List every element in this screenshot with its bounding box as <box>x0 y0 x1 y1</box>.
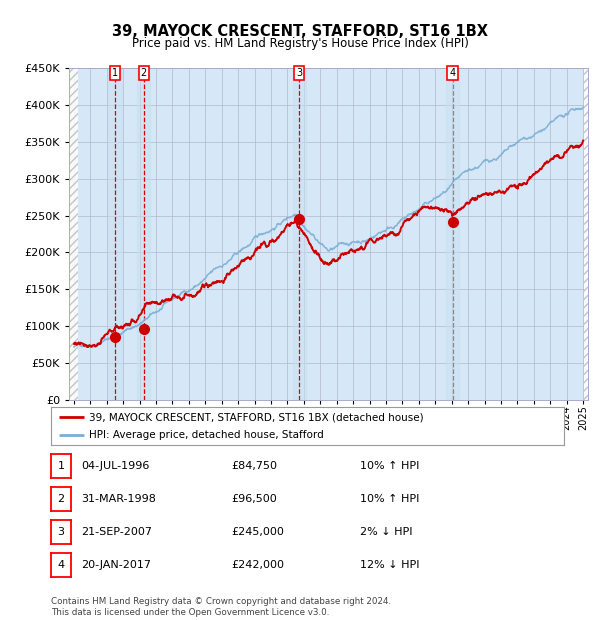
Text: 12% ↓ HPI: 12% ↓ HPI <box>360 560 419 570</box>
Text: 1: 1 <box>112 68 118 78</box>
Text: 04-JUL-1996: 04-JUL-1996 <box>81 461 149 471</box>
Text: 2: 2 <box>140 68 147 78</box>
Text: 2: 2 <box>58 494 64 504</box>
Text: 3: 3 <box>296 68 302 78</box>
Text: 39, MAYOCK CRESCENT, STAFFORD, ST16 1BX (detached house): 39, MAYOCK CRESCENT, STAFFORD, ST16 1BX … <box>89 412 424 422</box>
Text: 4: 4 <box>449 68 455 78</box>
Text: £84,750: £84,750 <box>231 461 277 471</box>
Text: Price paid vs. HM Land Registry's House Price Index (HPI): Price paid vs. HM Land Registry's House … <box>131 37 469 50</box>
Text: 1: 1 <box>58 461 64 471</box>
Text: Contains HM Land Registry data © Crown copyright and database right 2024.
This d: Contains HM Land Registry data © Crown c… <box>51 598 391 617</box>
Text: £242,000: £242,000 <box>231 560 284 570</box>
Bar <box>584 68 593 400</box>
Text: 31-MAR-1998: 31-MAR-1998 <box>81 494 156 504</box>
Bar <box>69 68 78 400</box>
Text: HPI: Average price, detached house, Stafford: HPI: Average price, detached house, Staf… <box>89 430 324 440</box>
Text: 21-SEP-2007: 21-SEP-2007 <box>81 527 152 537</box>
Bar <box>446 68 459 400</box>
Text: £96,500: £96,500 <box>231 494 277 504</box>
Text: £245,000: £245,000 <box>231 527 284 537</box>
Text: 39, MAYOCK CRESCENT, STAFFORD, ST16 1BX: 39, MAYOCK CRESCENT, STAFFORD, ST16 1BX <box>112 24 488 38</box>
Text: 4: 4 <box>58 560 64 570</box>
Bar <box>137 68 150 400</box>
Text: 10% ↑ HPI: 10% ↑ HPI <box>360 494 419 504</box>
Text: 20-JAN-2017: 20-JAN-2017 <box>81 560 151 570</box>
Text: 3: 3 <box>58 527 64 537</box>
Bar <box>293 68 306 400</box>
Bar <box>109 68 122 400</box>
Text: 10% ↑ HPI: 10% ↑ HPI <box>360 461 419 471</box>
Text: 2% ↓ HPI: 2% ↓ HPI <box>360 527 413 537</box>
